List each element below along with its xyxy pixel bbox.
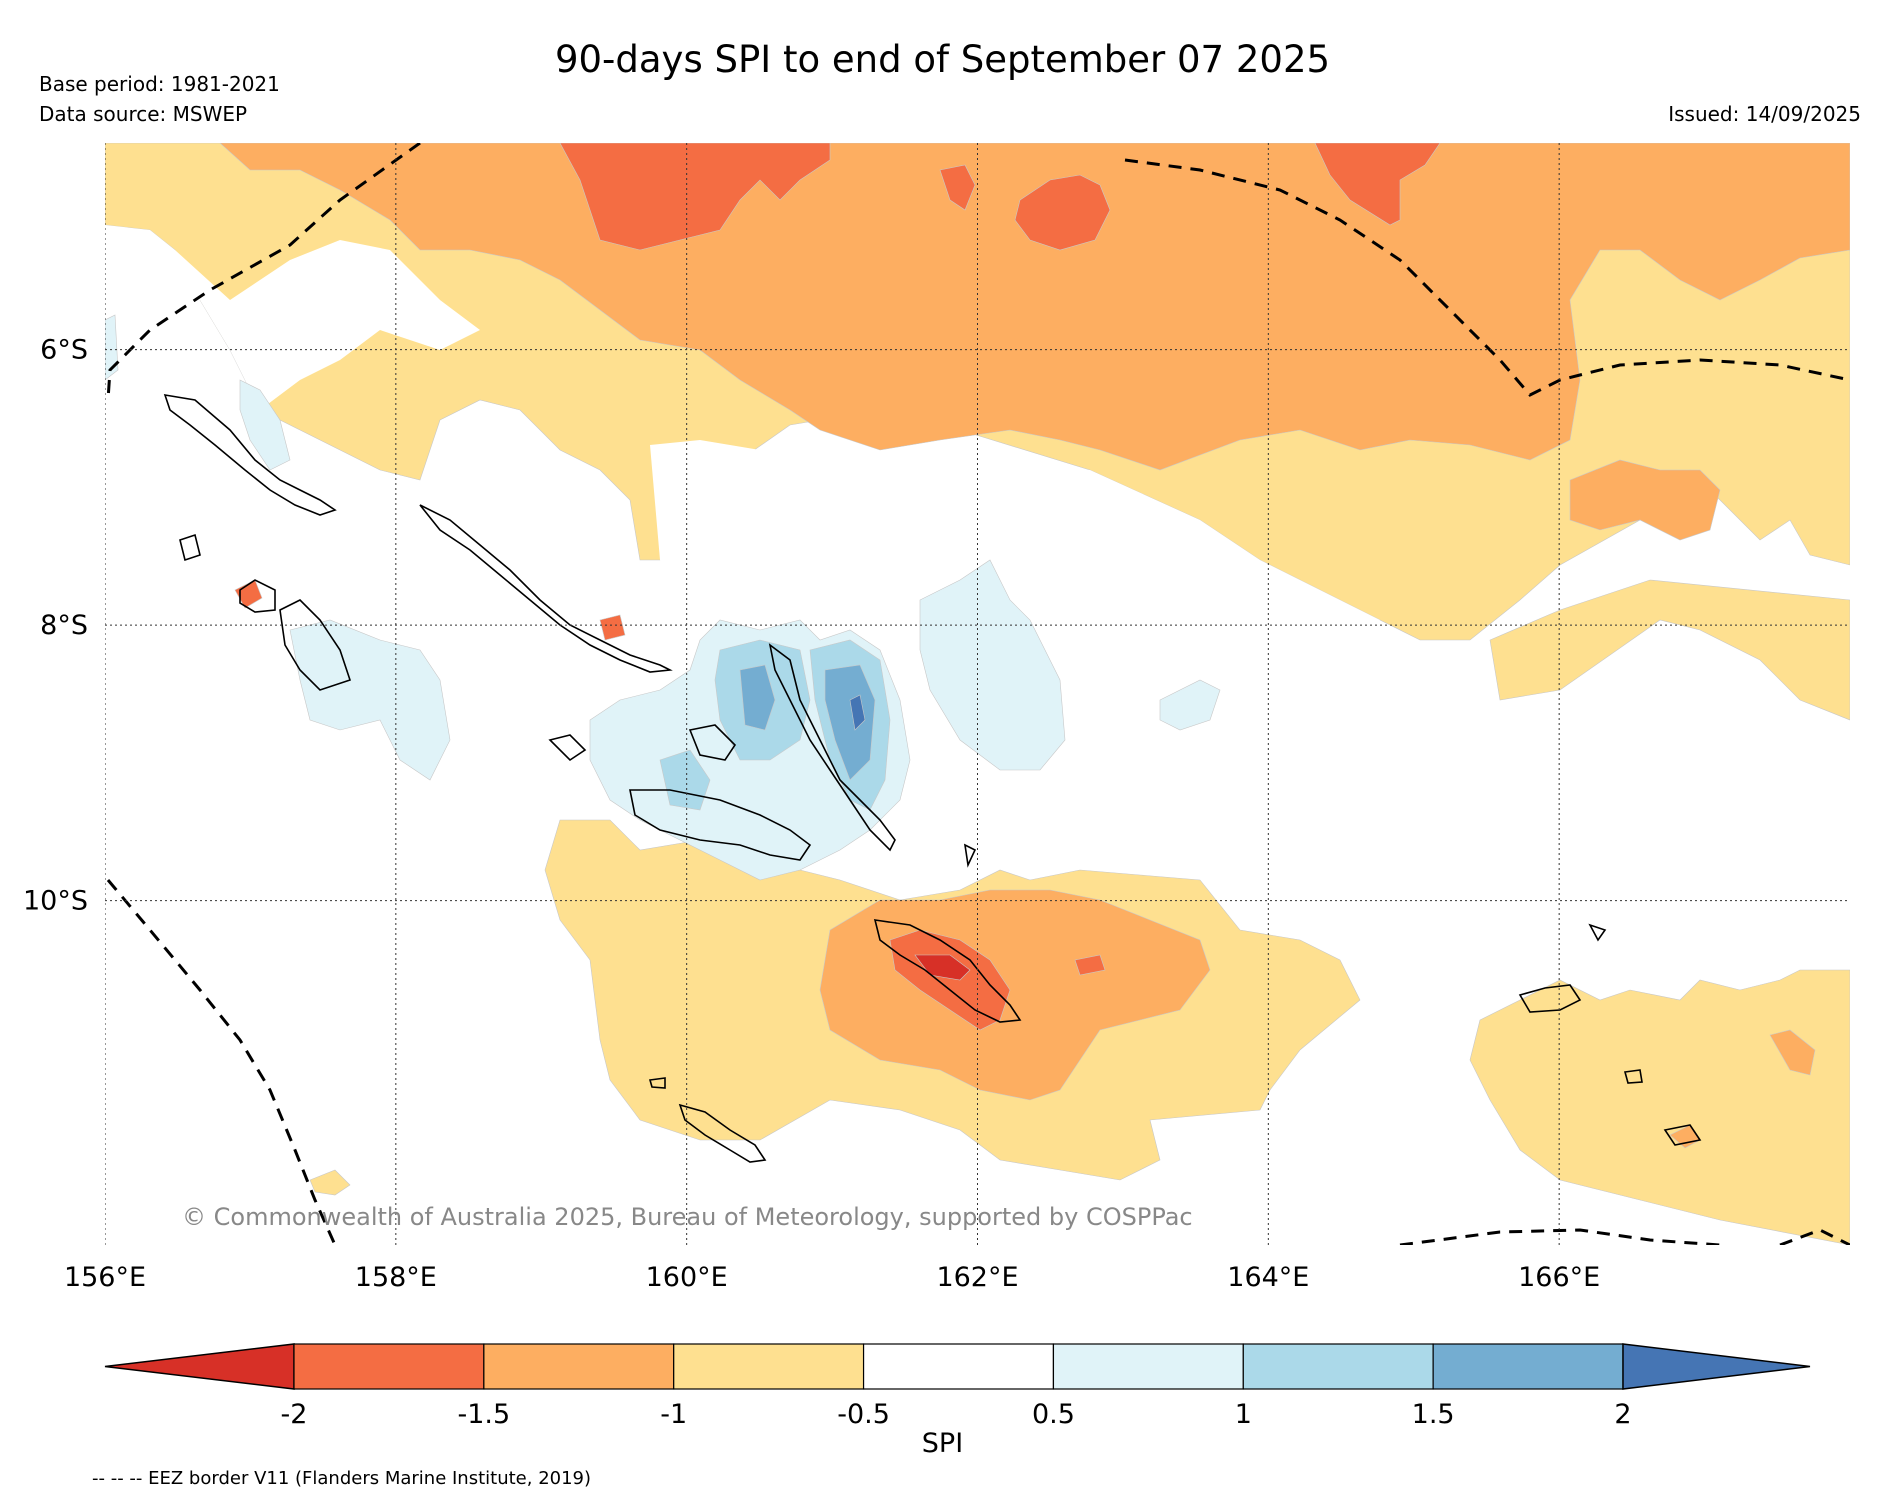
graticule <box>105 143 1850 1245</box>
eez-border-south <box>1399 1228 1721 1245</box>
colorbar-label: SPI <box>921 1428 964 1459</box>
colorbar-segment <box>293 1343 485 1390</box>
russell-islands-outline <box>548 734 587 762</box>
spi-region-dry-east-lobe <box>1489 579 1850 721</box>
colorbar-tick-label: 1 <box>1235 1399 1252 1430</box>
longitude-tick-label: 162°E <box>936 1262 1018 1293</box>
eez-legend-note: -- -- -- EEZ border V11 (Flanders Marine… <box>92 1468 592 1489</box>
spi-region-severe-dry-north-c <box>1314 143 1441 226</box>
spi-region-normal-centre <box>650 440 1380 660</box>
spi-region-dry-small-sw <box>309 1169 351 1196</box>
data-source-text: Data source: MSWEP <box>39 102 248 126</box>
latitude-tick-label: 10°S <box>23 886 88 917</box>
colorbar-extend-high <box>1622 1343 1811 1390</box>
colorbar-segment <box>1432 1343 1624 1390</box>
spi-colorbar: -2 -1.5 -1 -0.5 0.5 1 1.5 2 <box>104 1343 1811 1430</box>
issued-date-text: Issued: 14/09/2025 <box>1668 102 1861 126</box>
small-island-east-c <box>1588 923 1607 942</box>
colorbar-tick-label: -1 <box>660 1399 687 1430</box>
spi-region-extremely-wet <box>849 694 866 731</box>
bougainville-island-outline <box>163 393 337 516</box>
eez-border-north <box>1124 158 1850 397</box>
shortland-island-outline <box>179 533 201 562</box>
spi-region-very-wet-a <box>739 664 776 731</box>
eez-borders <box>106 143 1850 1245</box>
page-title: 90-days SPI to end of September 07 2025 <box>554 38 1331 81</box>
spi-region-normal-west <box>105 225 480 410</box>
latitude-tick-label: 6°S <box>40 335 88 366</box>
spi-region-severe-dry-north-a <box>559 143 831 251</box>
choiseul-island-outline <box>419 504 673 673</box>
spi-region-very-dry-island-west <box>234 579 263 609</box>
spi-region-dry-south-east <box>1469 969 1850 1245</box>
longitude-tick-label: 158°E <box>355 1262 437 1293</box>
longitude-tick-label: 166°E <box>1518 1262 1600 1293</box>
spi-region-wet-far-east <box>1159 679 1221 731</box>
temotu-islands-outline <box>1518 984 1582 1013</box>
spi-region-wet-west-b <box>289 619 451 781</box>
spi-region-severe-dry-north-d <box>939 164 976 211</box>
spi-contour-layer: © Commonwealth of Australia 2025, Bureau… <box>105 143 1850 1245</box>
treasury-island-outline <box>239 579 276 613</box>
malaita-island-outline <box>873 919 1022 1023</box>
copyright-text: © Commonwealth of Australia 2025, Bureau… <box>182 1203 1193 1231</box>
colorbar-tick-label: 1.5 <box>1412 1399 1455 1430</box>
spi-region-wet-east <box>919 559 1066 771</box>
coastlines <box>163 393 1702 1163</box>
makira-island-outline <box>678 1103 767 1163</box>
base-period-text: Base period: 1981-2021 <box>39 72 280 96</box>
longitude-tick-label: 160°E <box>646 1262 728 1293</box>
guadalcanal-island-outline <box>629 789 812 861</box>
colorbar-tick-label: -2 <box>281 1399 308 1430</box>
latitude-labels: 6°S 8°S 10°S <box>23 335 88 917</box>
santa-isabel-island-outline <box>768 643 896 852</box>
colorbar-tick-label: -0.5 <box>837 1399 890 1430</box>
small-island-north <box>963 843 977 868</box>
longitude-tick-label: 156°E <box>64 1262 146 1293</box>
spi-region-very-dry-southeast <box>1769 1029 1816 1076</box>
colorbar-segment <box>1052 1343 1244 1390</box>
colorbar-segment <box>673 1343 865 1390</box>
spi-region-severe-dry-south-small <box>1074 954 1106 976</box>
colorbar-segment <box>483 1343 675 1390</box>
colorbar-segment <box>1242 1343 1434 1390</box>
eez-border-southwest <box>106 879 337 1245</box>
small-island-east-a <box>1623 1069 1643 1084</box>
spi-region-very-dry-mid <box>599 614 626 641</box>
latitude-tick-label: 8°S <box>40 610 88 641</box>
small-island-east-b <box>1663 1124 1702 1146</box>
spi-region-severe-dry-north-b <box>1014 174 1111 251</box>
colorbar-tick-label: 2 <box>1614 1399 1631 1430</box>
new-georgia-island-outline <box>279 599 352 691</box>
spi-region-wet-west <box>239 379 291 471</box>
florida-islands-outline <box>688 724 737 761</box>
colorbar-tick-label: -1.5 <box>458 1399 511 1430</box>
longitude-tick-label: 164°E <box>1227 1262 1309 1293</box>
colorbar-extend-low <box>104 1343 295 1390</box>
spi-region-very-wet-b <box>824 664 876 781</box>
spi-region-very-dry-east-blob <box>1569 459 1721 541</box>
rennell-island-outline <box>648 1077 666 1089</box>
eez-border-northwest <box>106 143 421 401</box>
colorbar-segment <box>862 1343 1055 1390</box>
colorbar-tick-label: 0.5 <box>1032 1399 1075 1430</box>
longitude-labels: 156°E 158°E 160°E 162°E 164°E 166°E <box>64 1262 1600 1293</box>
